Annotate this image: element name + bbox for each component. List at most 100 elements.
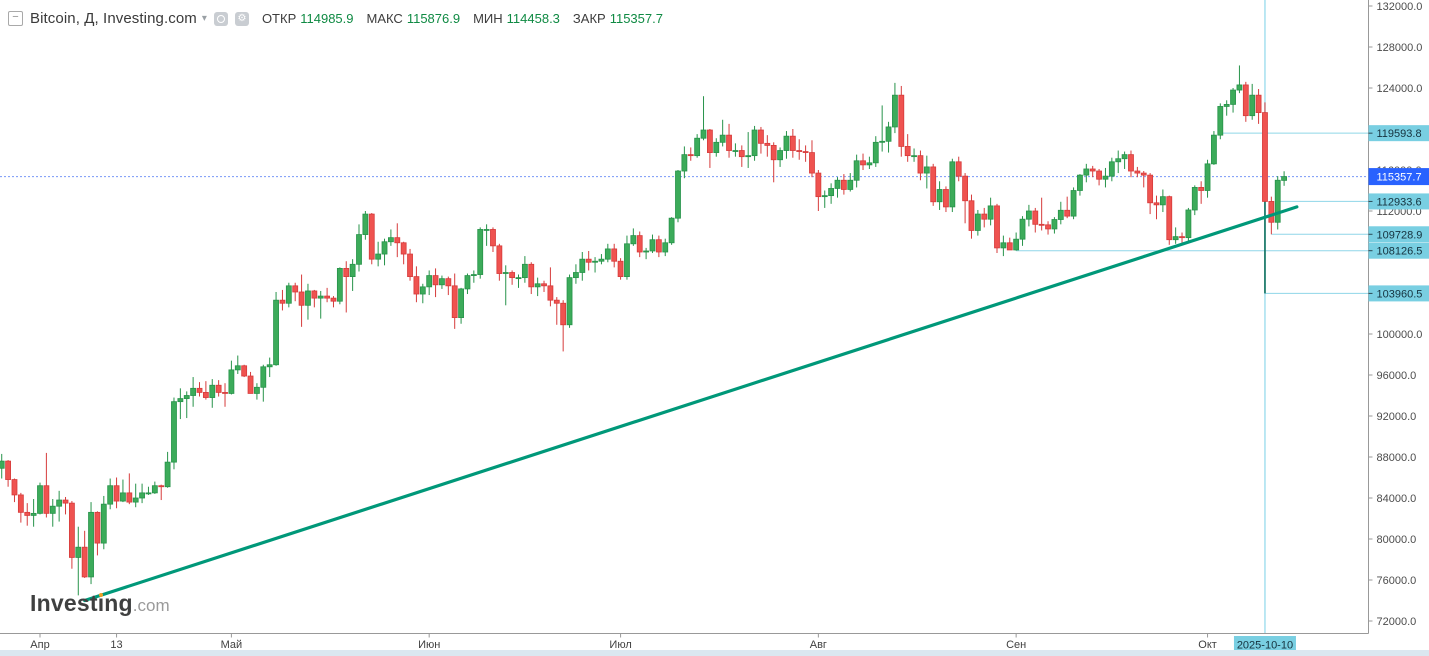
symbol-title[interactable]: Bitcoin, Д, Investing.com	[30, 10, 197, 27]
candle	[521, 256, 528, 283]
candle	[81, 530, 88, 578]
candle	[1077, 174, 1083, 196]
candle	[139, 483, 145, 504]
high-value: 115876.9	[406, 11, 461, 26]
candle	[202, 381, 209, 400]
candle	[1191, 185, 1198, 216]
x-tick-label: Май	[221, 639, 243, 651]
candle	[49, 499, 56, 527]
candle	[330, 296, 337, 308]
candle	[943, 186, 949, 213]
candle	[764, 135, 771, 157]
candle	[171, 397, 177, 470]
candle	[62, 496, 69, 515]
candle	[445, 276, 452, 296]
low-value: 114458.3	[506, 11, 560, 26]
candle	[279, 289, 286, 311]
circle-indicator-icon[interactable]	[213, 11, 228, 26]
candle	[24, 503, 31, 526]
candle	[726, 123, 732, 158]
collapse-pane-icon[interactable]: −	[8, 11, 23, 26]
candle	[362, 211, 369, 240]
candle	[553, 297, 560, 325]
x-tick-label: Сен	[1006, 639, 1026, 651]
candle	[1281, 171, 1287, 186]
ring-glyph	[216, 14, 225, 23]
y-tick-label: 76000.0	[1377, 575, 1417, 587]
candle	[1153, 195, 1160, 220]
candle	[37, 482, 43, 515]
candle	[1108, 157, 1115, 182]
candle	[56, 490, 63, 522]
candle	[107, 478, 114, 510]
candle	[592, 257, 598, 273]
candle	[464, 273, 471, 295]
price-level-chip	[1368, 285, 1429, 302]
candle	[266, 357, 273, 378]
trendline[interactable]	[83, 205, 1299, 603]
chevron-down-icon[interactable]: ▾	[201, 13, 207, 24]
candle	[164, 451, 171, 488]
y-tick-label: 84000.0	[1377, 493, 1417, 505]
candle	[88, 502, 94, 585]
candle	[758, 126, 764, 154]
candle	[439, 275, 445, 289]
candle	[700, 96, 707, 141]
candle	[649, 234, 656, 254]
price-level-chip-label: 119593.8	[1377, 128, 1422, 140]
candle	[719, 119, 726, 147]
candle	[541, 280, 547, 292]
candle	[1172, 227, 1179, 244]
candle	[1026, 204, 1032, 227]
candle	[777, 147, 783, 167]
candle	[75, 526, 82, 596]
candle	[215, 380, 222, 397]
x-tick-label: 13	[110, 639, 122, 651]
candle	[1134, 166, 1141, 178]
candle	[11, 478, 18, 503]
candle	[1198, 181, 1205, 204]
candle	[566, 274, 573, 328]
candle	[745, 132, 752, 168]
bottom-scroll-strip[interactable]	[0, 650, 1429, 656]
candle	[949, 158, 956, 213]
candle	[624, 235, 630, 280]
candle	[611, 243, 618, 268]
candle	[1249, 83, 1256, 120]
candle	[228, 360, 235, 395]
candle	[298, 274, 305, 327]
candle	[573, 264, 579, 284]
candle	[400, 241, 407, 265]
candle	[1179, 232, 1185, 243]
candle	[655, 235, 662, 258]
candle	[687, 147, 694, 161]
open-label: ОТКР	[261, 11, 297, 26]
candle	[815, 170, 822, 211]
y-tick-label: 132000.0	[1377, 1, 1423, 13]
candle	[1128, 150, 1134, 178]
candle	[892, 82, 898, 134]
candle	[617, 258, 624, 280]
investing-logo: Investıng.com	[30, 590, 170, 617]
candle	[981, 207, 988, 228]
candle	[490, 227, 496, 252]
candle	[113, 477, 120, 509]
price-level-chip	[1368, 125, 1429, 142]
candle	[930, 163, 937, 206]
candle	[349, 259, 356, 291]
candle	[1070, 187, 1077, 220]
candle	[1038, 197, 1045, 231]
candle	[1204, 159, 1211, 198]
gear-icon[interactable]: ⚙	[234, 11, 249, 26]
candle	[407, 248, 413, 281]
candle	[789, 129, 796, 158]
candle	[955, 156, 962, 182]
close-label: ЗАКР	[572, 11, 606, 26]
candle	[732, 143, 739, 157]
candle	[222, 383, 228, 407]
price-level-chip-label: 103960.5	[1377, 288, 1423, 300]
candle	[451, 273, 458, 329]
candle	[860, 153, 866, 170]
candle	[579, 252, 586, 281]
